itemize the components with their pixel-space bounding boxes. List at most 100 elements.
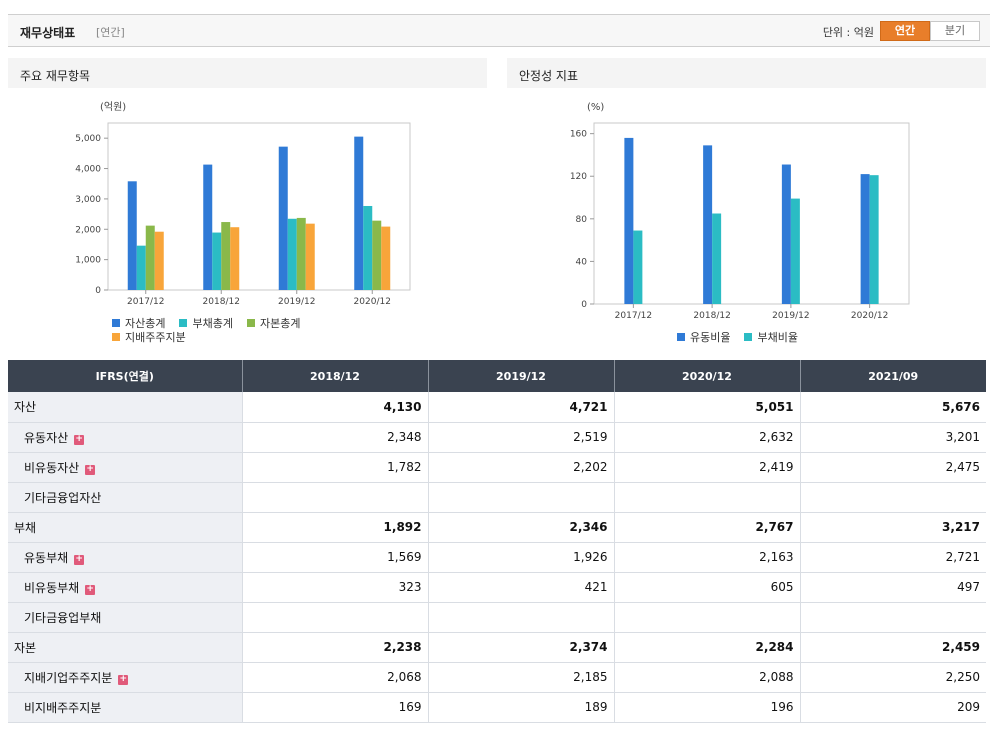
value-cell: 1,569 <box>241 542 428 573</box>
y-tick-label: 40 <box>576 257 588 267</box>
stability-panel: 안정성 지표 (%) 0 40 80 120 160 2017/12 2018/12 2019/… <box>507 58 986 358</box>
y-tick-label: 2,000 <box>75 225 101 235</box>
y-tick-label: 0 <box>95 286 101 296</box>
statement-title: 재무상태표 <box>20 26 76 40</box>
value-cell: 3,217 <box>799 512 986 543</box>
legend-label: 지배주주지분 <box>125 331 186 344</box>
bar <box>381 226 391 290</box>
expand-plus-icon[interactable]: + <box>85 463 96 475</box>
value-cell: 323 <box>241 572 428 603</box>
row-label-cell: 비유동부채 + <box>8 572 242 603</box>
bar <box>790 198 800 304</box>
row-label: 비유동자산 <box>24 460 80 475</box>
col-header-period: 2020/12 <box>613 360 800 392</box>
value-cell: 196 <box>613 692 800 723</box>
bar <box>278 146 288 290</box>
col-header-period: 2021/09 <box>799 360 986 392</box>
col-header-period: 2019/12 <box>427 360 614 392</box>
row-label: 비유동부채 <box>24 580 80 595</box>
x-tick-label: 2020/12 <box>851 311 888 321</box>
table-header-row: IFRS(연결) 2018/12 2019/12 2020/12 2021/09 <box>8 360 986 392</box>
legend-item: 자본총계 <box>246 316 300 330</box>
row-label: 지배기업주주지분 <box>24 670 113 685</box>
value-cell: 1,892 <box>241 512 428 543</box>
value-cell: 169 <box>241 692 428 723</box>
stability-chart-area: (%) 0 40 80 120 160 2017/12 2018/12 2019/12 2020/… <box>507 88 986 358</box>
legend-item: 부채총계 <box>179 316 233 330</box>
bar <box>221 222 231 290</box>
stability-legend: 유동비율 부채비율 <box>677 330 877 344</box>
value-cell: 1,926 <box>427 542 614 573</box>
chart-unit-label: (억원) <box>100 101 126 113</box>
legend-swatch <box>179 319 188 327</box>
legend-label: 자산총계 <box>125 317 166 330</box>
table-row: 기타금융업부채 <box>8 602 986 633</box>
bar <box>363 205 373 290</box>
y-tick-label: 1,000 <box>75 256 101 266</box>
row-label-cell: 지배기업주주지분 + <box>8 662 242 693</box>
value-cell: 2,475 <box>799 452 986 483</box>
legend-item: 부채비율 <box>744 330 798 344</box>
bar <box>712 213 722 304</box>
value-cell: 2,088 <box>613 662 800 693</box>
x-tick-label: 2017/12 <box>615 311 652 321</box>
value-cell: 2,632 <box>613 422 800 453</box>
bar <box>136 245 146 290</box>
table-row: 비지배주주지분 169 189 196 209 <box>8 692 986 723</box>
stability-chart: (%) 0 40 80 120 160 2017/12 2018/12 2019/12 2020/… <box>570 102 910 321</box>
row-label-cell: 유동부채 + <box>8 542 242 573</box>
row-label-cell: 비유동자산 + <box>8 452 242 483</box>
bar <box>633 230 643 304</box>
bar <box>145 225 155 290</box>
key-items-chart: (억원) 0 1,000 2,000 3,000 4,000 5,000 2017/12 201… <box>75 101 411 307</box>
value-cell: 2,721 <box>799 542 986 573</box>
bar <box>287 218 297 290</box>
quarter-toggle-button[interactable]: 분기 <box>930 21 980 41</box>
value-cell: 2,374 <box>427 632 614 663</box>
row-label: 유동부채 <box>24 550 69 565</box>
stability-title: 안정성 지표 <box>519 69 579 83</box>
row-label-cell: 기타금융업부채 <box>8 602 242 633</box>
x-tick-label: 2020/12 <box>354 297 391 307</box>
value-cell: 2,202 <box>427 452 614 483</box>
y-tick-label: 0 <box>581 300 587 310</box>
expand-plus-icon[interactable]: + <box>118 673 129 685</box>
value-cell: 4,130 <box>241 392 428 423</box>
value-cell <box>613 602 800 633</box>
table-row: 자본 2,238 2,374 2,284 2,459 <box>8 632 986 663</box>
value-cell: 1,782 <box>241 452 428 483</box>
value-cell: 2,185 <box>427 662 614 693</box>
expand-plus-icon[interactable]: + <box>74 553 85 565</box>
table-row: 자산 4,130 4,721 5,051 5,676 <box>8 392 986 423</box>
bar <box>781 164 791 304</box>
row-label: 유동자산 <box>24 430 69 445</box>
bar <box>860 174 870 304</box>
value-cell <box>799 602 986 633</box>
row-label-cell: 유동자산 + <box>8 422 242 453</box>
legend-swatch <box>677 333 685 341</box>
legend-item: 유동비율 <box>677 330 730 344</box>
y-tick-label: 120 <box>570 172 587 182</box>
y-tick-label: 4,000 <box>75 165 101 175</box>
bar <box>203 164 213 290</box>
annual-toggle-button[interactable]: 연간 <box>880 21 930 41</box>
expand-plus-icon[interactable]: + <box>85 583 96 595</box>
statement-header: 재무상태표 [연간] 단위 : 억원 연간 분기 <box>8 14 990 47</box>
value-cell: 209 <box>799 692 986 723</box>
value-cell <box>613 482 800 513</box>
legend-swatch <box>112 333 120 341</box>
value-cell: 2,238 <box>241 632 428 663</box>
legend-label: 부채비율 <box>757 331 798 344</box>
x-tick-label: 2019/12 <box>772 311 809 321</box>
value-cell <box>241 482 428 513</box>
expand-plus-icon[interactable]: + <box>74 433 85 445</box>
bar <box>296 217 306 290</box>
table-row: 유동부채 +1,569 1,926 2,163 2,721 <box>8 542 986 573</box>
value-cell: 189 <box>427 692 614 723</box>
row-label: 기타금융업부채 <box>24 610 102 625</box>
key-items-panel: 주요 재무항목 (억원) 0 1,000 2,000 3,000 4,000 5,000 20… <box>8 58 487 358</box>
value-cell <box>427 482 614 513</box>
row-label: 기타금융업자산 <box>24 490 102 505</box>
unit-label: 단위 : 억원 <box>822 26 874 39</box>
